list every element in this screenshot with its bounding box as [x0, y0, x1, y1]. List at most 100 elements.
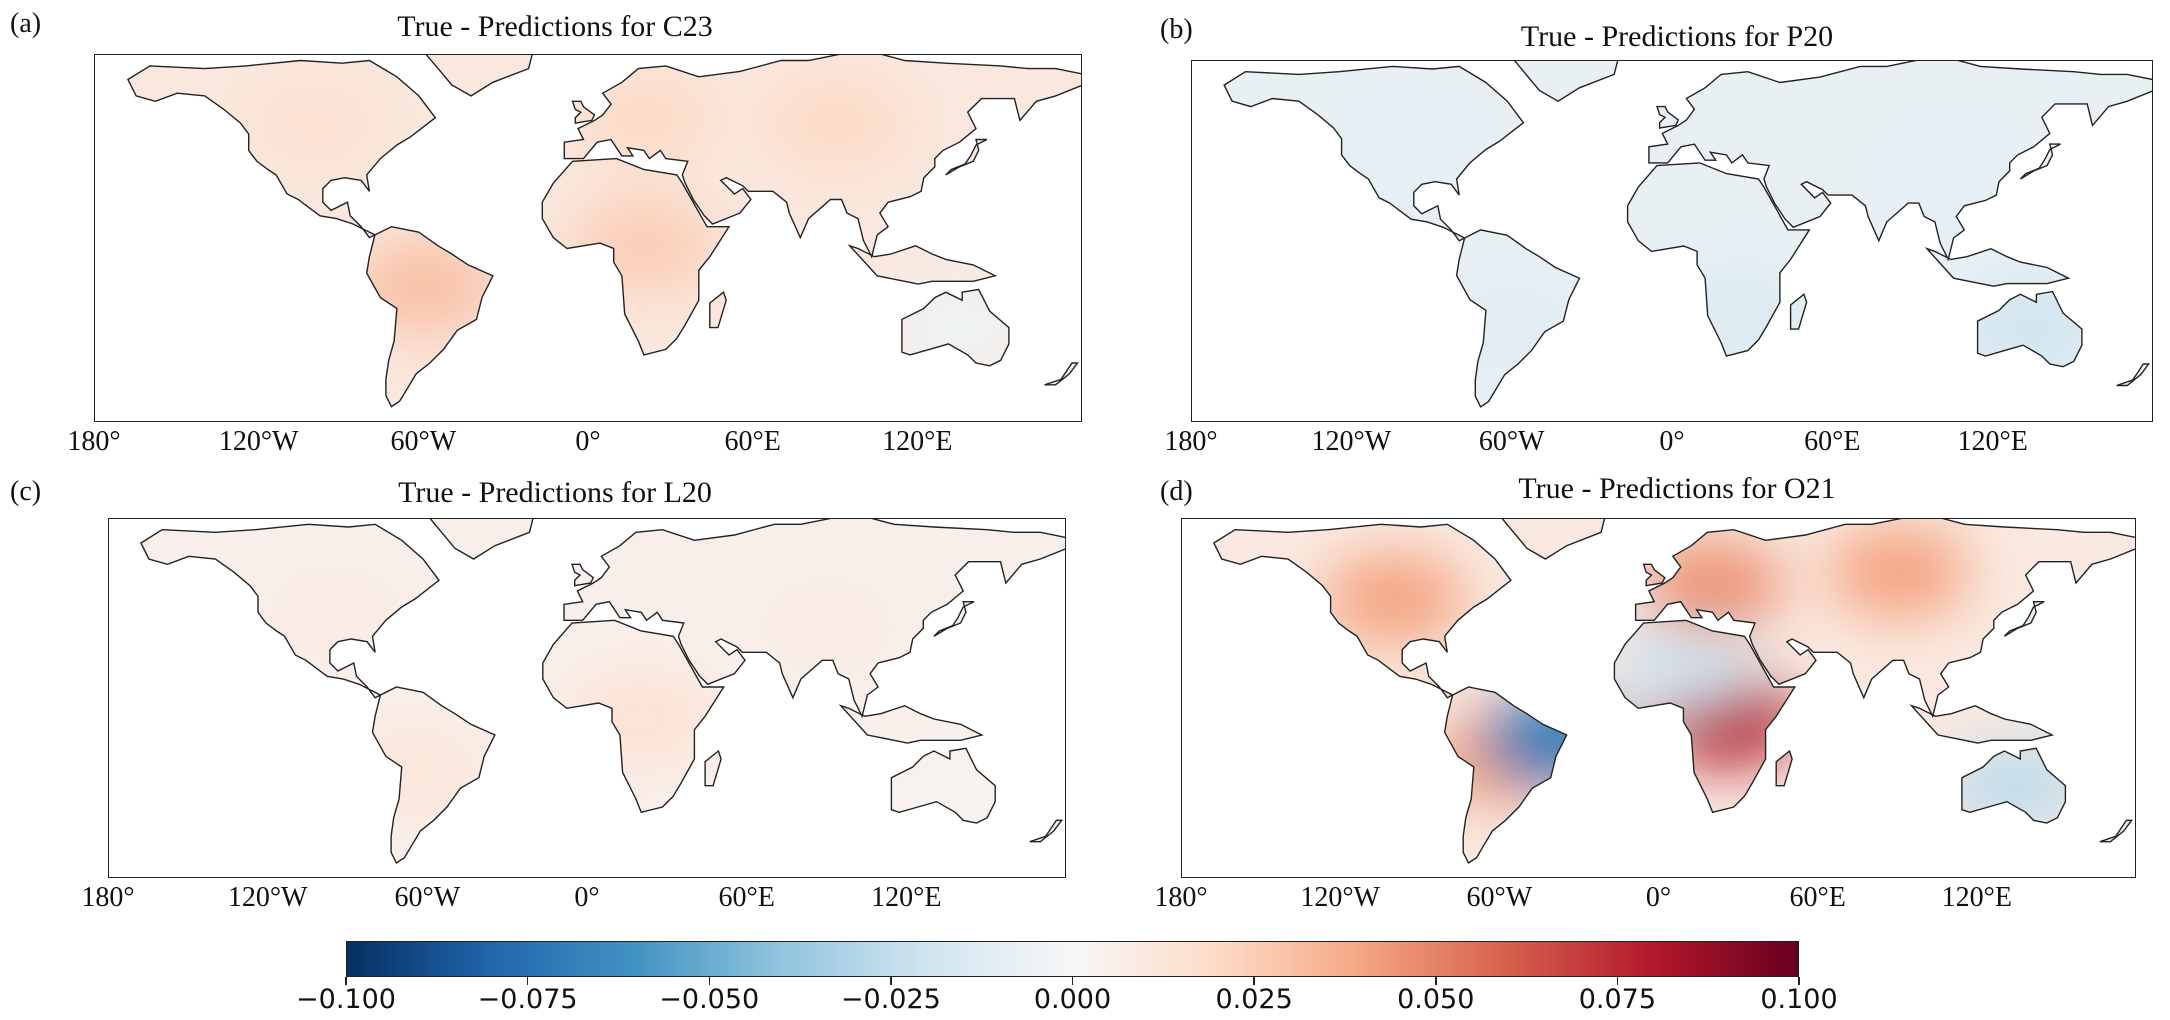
coastline-japan: [2003, 601, 2045, 637]
map-area: [1191, 60, 2153, 422]
x-tick-label: 0°: [1659, 426, 1685, 457]
colorbar-tick-mark: [1616, 977, 1619, 985]
coastline-madagascar: [1789, 293, 1808, 330]
coastline-greenland: [1514, 61, 1619, 103]
coastline-south-america: [1443, 686, 1568, 865]
x-tick-label: 0°: [575, 426, 601, 457]
panel-title: True - Predictions for C23: [397, 10, 713, 43]
x-tick-label: 180°: [81, 882, 135, 913]
coastline-australia: [890, 747, 996, 824]
coastline-north-america: [126, 59, 437, 239]
colorbar-tick-mark: [1798, 977, 1800, 985]
map-area: [1181, 518, 2136, 878]
region-blob: [1641, 538, 1785, 633]
coastline-japan: [933, 601, 975, 637]
colorbar-tick-label: 0.000: [1033, 984, 1112, 1015]
coastline-indonesia: [1909, 704, 2055, 744]
coastline-north-america: [1212, 523, 1512, 699]
x-tick-label: 60°W: [1466, 882, 1533, 913]
coastline-south-america: [1455, 229, 1581, 408]
region-blob: [1614, 613, 1758, 708]
coastline-africa: [541, 157, 731, 356]
x-tick-label: 120°E: [1941, 882, 2012, 913]
coastline-south-america: [371, 686, 496, 865]
x-tick-label: 60°E: [724, 426, 781, 457]
coastline-japan: [945, 138, 988, 176]
panel-title: True - Predictions for L20: [398, 476, 712, 509]
coastline-uk: [1656, 105, 1680, 129]
coastline-greenland: [1501, 519, 1606, 560]
region-blob: [240, 75, 389, 171]
map-area: [94, 54, 1082, 422]
coastline-indonesia: [847, 244, 998, 285]
panel-title: True - Predictions for O21: [1518, 472, 1836, 505]
x-tick-label: 120°W: [1311, 426, 1392, 457]
colorbar-tick-mark: [526, 977, 529, 985]
region-blob: [761, 75, 911, 171]
colorbar-tick-mark: [345, 977, 347, 985]
x-tick-label: 0°: [1645, 882, 1672, 913]
region-blob: [755, 578, 900, 673]
coastline-north-america: [139, 523, 440, 699]
x-tick-label: 120°E: [1957, 426, 2028, 457]
x-tick-label: 120°E: [871, 882, 942, 913]
colorbar-tick-mark: [1071, 977, 1074, 985]
coastline-africa: [542, 619, 725, 814]
map-area: [108, 518, 1066, 878]
region-blob: [1826, 525, 1970, 620]
colorbar-tick-label: −0.025: [840, 984, 941, 1015]
x-tick-label: 0°: [574, 882, 600, 913]
coastline-greenland: [425, 55, 533, 97]
panel-label: (a): [10, 8, 42, 39]
coastline-eurasia: [563, 55, 1081, 259]
x-tick-label: 60°E: [718, 882, 775, 913]
x-tick-label: 180°: [1164, 426, 1218, 457]
colorbar-tick-label: −0.050: [659, 984, 760, 1015]
x-tick-label: 120°E: [882, 426, 953, 457]
map-svg: [1212, 519, 2135, 865]
region-blob: [1881, 134, 2026, 229]
colorbar-tick-label: 0.100: [1760, 984, 1838, 1015]
region-blob: [1322, 552, 1466, 646]
coastline-australia: [1961, 747, 2067, 824]
panel-label: (b): [1160, 14, 1193, 45]
region-blob: [343, 725, 487, 820]
panel-label: (d): [1160, 476, 1193, 507]
coastline-new-zealand: [2116, 363, 2151, 387]
coastline-new-zealand: [1044, 362, 1079, 386]
colorbar-tick-label: 0.075: [1578, 984, 1657, 1015]
colorbar-tick-mark: [1435, 977, 1437, 985]
region-blob: [1481, 693, 1625, 788]
coastline-greenland: [429, 519, 534, 560]
coastline-indonesia: [1924, 247, 2071, 287]
x-tick-label: 60°W: [390, 426, 457, 457]
x-tick-label: 60°W: [1478, 426, 1545, 457]
x-tick-label: 60°W: [394, 882, 461, 913]
coastline-eurasia: [563, 519, 1065, 719]
map-svg: [139, 519, 1065, 865]
x-tick-label: 60°E: [1789, 882, 1846, 913]
coastline-new-zealand: [2099, 819, 2134, 843]
colorbar-tick-mark: [708, 977, 710, 985]
coastline-south-america: [365, 225, 494, 408]
coastline-australia: [901, 288, 1010, 367]
colorbar-tick-mark: [1253, 977, 1255, 985]
colorbar-tick-label: 0.050: [1397, 984, 1475, 1015]
region-blob: [1440, 282, 1585, 377]
region-blob: [263, 565, 407, 660]
coastline-north-america: [1223, 65, 1525, 242]
coastline-indonesia: [838, 704, 984, 744]
panel-title: True - Predictions for P20: [1520, 20, 1834, 53]
coastline-japan: [2019, 143, 2061, 180]
coastline-uk: [571, 563, 595, 587]
colorbar-tick-label: −0.100: [296, 984, 396, 1015]
coastline-madagascar: [709, 291, 727, 329]
coastline-new-zealand: [1029, 819, 1064, 843]
coastline-australia: [1976, 290, 2083, 368]
colorbar: [346, 941, 1799, 977]
coastline-eurasia: [1648, 61, 2152, 262]
region-blob: [1333, 107, 1478, 202]
region-blob: [569, 198, 718, 294]
map-svg: [126, 55, 1081, 408]
coastline-africa: [1626, 162, 1811, 357]
